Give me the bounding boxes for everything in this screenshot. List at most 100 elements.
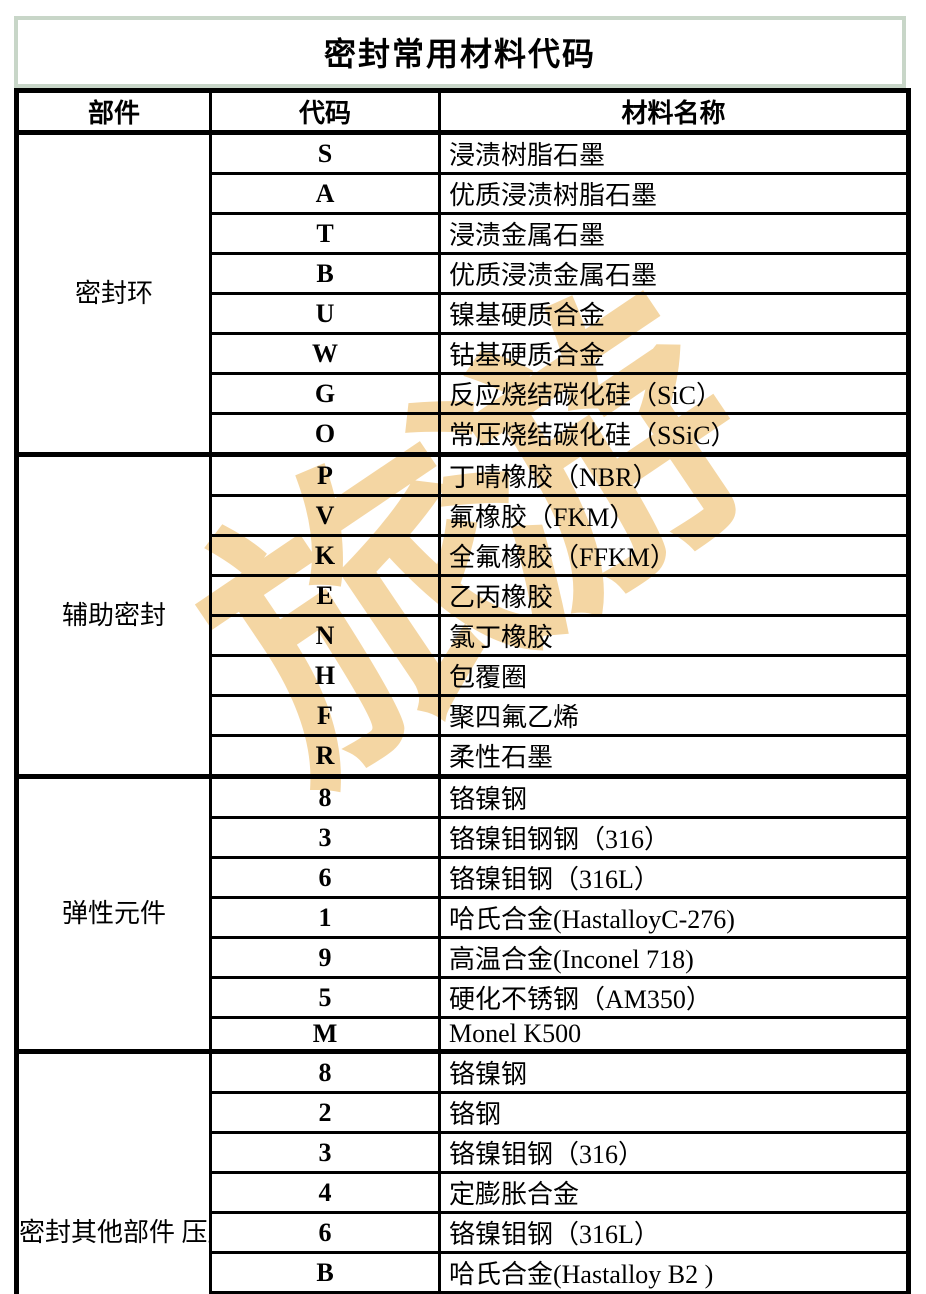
code-cell: W	[209, 332, 441, 375]
table-body: 密封环 S 浸渍树脂石墨 A 优质浸渍树脂石墨 T 浸渍金属石墨 B 优质浸渍金属石墨 U 镍基硬质…	[15, 130, 910, 1294]
code-cell: P	[209, 452, 441, 497]
material-name-cell: 优质浸渍树脂石墨	[438, 172, 910, 215]
code-cell: K	[209, 534, 441, 577]
code-cell: A	[209, 172, 441, 215]
code-cell: T	[209, 212, 441, 255]
code-cell: B	[209, 1251, 441, 1294]
code-cell: O	[209, 412, 441, 456]
table-row: N 氯丁橡胶	[17, 614, 910, 657]
table-row: A 优质浸渍树脂石墨	[17, 172, 910, 215]
material-name-cell: 聚四氟乙烯	[438, 694, 910, 737]
part-group-cell: 密封环	[15, 130, 212, 456]
code-cell: 5	[209, 976, 441, 1019]
code-cell: 2	[209, 1091, 441, 1134]
code-cell: V	[209, 494, 441, 537]
material-name-cell: 浸渍金属石墨	[438, 212, 910, 255]
part-group-cell: 弹性元件	[15, 774, 212, 1053]
material-name-cell: 铬镍钢	[438, 1049, 910, 1094]
table-row: 3 铬镍钼钢（316）	[17, 1131, 910, 1174]
material-name-cell: 哈氏合金(HastalloyC-276)	[438, 896, 910, 939]
table-row: 2 铬钢	[17, 1091, 910, 1134]
part-group-cell: 辅助密封	[15, 452, 212, 778]
code-cell: H	[209, 654, 441, 697]
code-cell: R	[209, 734, 441, 778]
table-row: U 镍基硬质合金	[17, 292, 910, 335]
table-row: E 乙丙橡胶	[17, 574, 910, 617]
part-group-cell: 密封其他部件 压盖和轴套	[15, 1049, 212, 1294]
material-name-cell: 柔性石墨	[438, 734, 910, 778]
code-cell: 3	[209, 1131, 441, 1174]
table-row: 密封环 S 浸渍树脂石墨	[15, 130, 910, 456]
code-cell: S	[209, 130, 441, 175]
column-header-code: 代码	[209, 89, 441, 134]
code-cell: M	[209, 1016, 441, 1053]
header-row: 部件 代码 材料名称	[15, 89, 910, 134]
material-name-cell: 哈氏合金(Hastalloy B2 )	[438, 1251, 910, 1294]
material-name-cell: 常压烧结碳化硅（SSiC）	[438, 412, 910, 456]
table-row: R 柔性石墨	[17, 734, 910, 778]
material-name-cell: 全氟橡胶（FFKM）	[438, 534, 910, 577]
column-header-material-name: 材料名称	[438, 89, 910, 134]
code-cell: F	[209, 694, 441, 737]
code-cell: B	[209, 252, 441, 295]
table-row: 6 铬镍钼钢（316L）	[17, 1211, 910, 1254]
table-row: 1 哈氏合金(HastalloyC-276)	[17, 896, 910, 939]
material-name-cell: 乙丙橡胶	[438, 574, 910, 617]
code-cell: 4	[209, 1171, 441, 1214]
material-name-cell: 铬镍钢	[438, 774, 910, 819]
page-title: 密封常用材料代码	[323, 36, 596, 72]
title-box: 密封常用材料代码	[14, 16, 906, 88]
table-row: H 包覆圈	[17, 654, 910, 697]
table-row: 5 硬化不锈钢（AM350）	[17, 976, 910, 1019]
code-cell: N	[209, 614, 441, 657]
material-name-cell: 硬化不锈钢（AM350）	[438, 976, 910, 1019]
table-row: G 反应烧结碳化硅（SiC）	[17, 372, 910, 415]
column-header-part: 部件	[15, 89, 212, 134]
code-cell: 6	[209, 1211, 441, 1254]
code-cell: E	[209, 574, 441, 617]
material-name-cell: 哈氏合金(Hastalloy C-276)	[438, 1291, 910, 1294]
table-row: B 优质浸渍金属石墨	[17, 252, 910, 295]
table-row: 弹性元件 8 铬镍钢	[15, 774, 910, 1053]
code-cell: 1	[209, 896, 441, 939]
material-name-cell: 反应烧结碳化硅（SiC）	[438, 372, 910, 415]
table-row: 6 铬镍钼钢（316L）	[17, 856, 910, 899]
material-name-cell: 镍基硬质合金	[438, 292, 910, 335]
table-row: F 聚四氟乙烯	[17, 694, 910, 737]
table-row: W 钴基硬质合金	[17, 332, 910, 375]
material-name-cell: 浸渍树脂石墨	[438, 130, 910, 175]
material-name-cell: 定膨胀合金	[438, 1171, 910, 1214]
code-cell: 3	[209, 816, 441, 859]
material-name-cell: Monel K500	[438, 1016, 910, 1053]
material-name-cell: 氯丁橡胶	[438, 614, 910, 657]
table-row: K 全氟橡胶（FFKM）	[17, 534, 910, 577]
table-row: 9 高温合金(Inconel 718)	[17, 936, 910, 979]
table-row: T 浸渍金属石墨	[17, 212, 910, 255]
table-row: M Monel K500	[17, 1016, 910, 1053]
table-row: V 氟橡胶（FKM）	[17, 494, 910, 537]
code-cell: U	[209, 292, 441, 335]
table-row: 辅助密封 P 丁晴橡胶（NBR）	[15, 452, 910, 778]
code-cell: 6	[209, 856, 441, 899]
table-row: 密封其他部件 压盖和轴套8铬镍钢	[15, 1049, 910, 1294]
material-name-cell: 丁晴橡胶（NBR）	[438, 452, 910, 497]
code-cell: 1	[209, 1291, 441, 1294]
material-name-cell: 优质浸渍金属石墨	[438, 252, 910, 295]
material-name-cell: 高温合金(Inconel 718)	[438, 936, 910, 979]
table-row: B 哈氏合金(Hastalloy B2 )	[17, 1251, 910, 1294]
material-name-cell: 铬镍钼钢（316L）	[438, 1211, 910, 1254]
material-name-cell: 铬镍钼钢（316）	[438, 1131, 910, 1174]
code-cell: 8	[209, 1049, 441, 1094]
material-name-cell: 铬钢	[438, 1091, 910, 1134]
table-row: O 常压烧结碳化硅（SSiC）	[17, 412, 910, 456]
material-name-cell: 包覆圈	[438, 654, 910, 697]
material-code-table: 部件 代码 材料名称 密封环 S 浸渍树脂石墨 A 优质浸渍树脂石墨 T 浸渍金属石墨 B 优质…	[14, 88, 911, 1294]
table-row: 3 铬镍钼钢钢（316）	[17, 816, 910, 859]
material-name-cell: 氟橡胶（FKM）	[438, 494, 910, 537]
code-cell: G	[209, 372, 441, 415]
table-row: 4 定膨胀合金	[17, 1171, 910, 1214]
material-name-cell: 钴基硬质合金	[438, 332, 910, 375]
material-name-cell: 铬镍钼钢钢（316）	[438, 816, 910, 859]
